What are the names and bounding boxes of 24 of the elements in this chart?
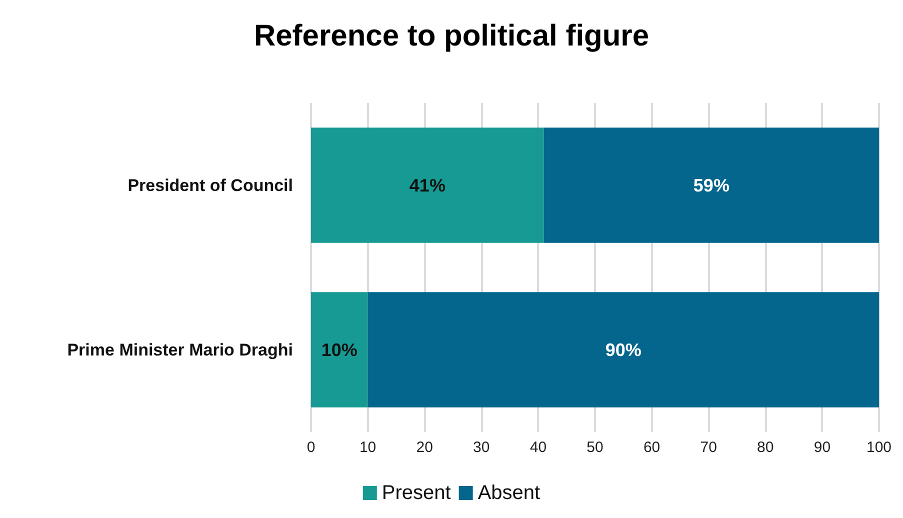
bar [368, 292, 879, 408]
x-tick-label: 100 [866, 439, 892, 456]
x-tick-label: 80 [757, 439, 774, 456]
x-tick-label: 10 [359, 439, 376, 456]
data-label: 41% [409, 175, 446, 196]
x-tick-label: 30 [473, 439, 490, 456]
x-tick-label: 50 [586, 439, 604, 456]
bar [311, 292, 368, 408]
legend-label: Absent [478, 482, 541, 504]
x-tick-label: 40 [530, 439, 547, 456]
data-label: 10% [321, 340, 358, 360]
x-tick-label: 70 [700, 439, 717, 456]
data-label: 90% [605, 340, 642, 360]
bar [311, 128, 544, 243]
legend-label: Present [382, 482, 452, 504]
x-tick-label: 20 [416, 439, 433, 456]
y-tick-label: Prime Minister Mario Draghi [67, 340, 293, 360]
chart-title: Reference to political figure [254, 20, 650, 52]
x-tick-label: 0 [306, 439, 316, 456]
data-label: 59% [693, 175, 730, 196]
bar [544, 128, 879, 243]
y-tick-label: President of Council [128, 176, 293, 195]
x-tick-label: 90 [814, 439, 831, 456]
x-tick-label: 60 [643, 439, 660, 456]
